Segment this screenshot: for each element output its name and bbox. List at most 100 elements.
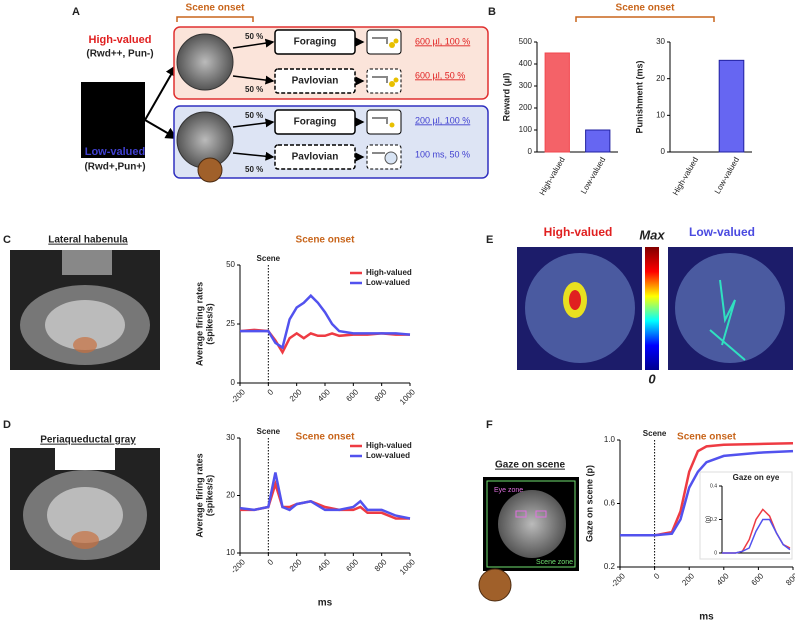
x-tick-label: 200 (288, 387, 304, 403)
y-tick-label: 50 (226, 260, 235, 269)
panel-label: A (72, 6, 80, 18)
probability: 50 % (245, 32, 263, 41)
y-axis-label: Average firing rates (194, 282, 204, 366)
x-tick-label: 0 (266, 557, 276, 567)
y-tick-label: 1.0 (604, 435, 616, 444)
y-tick-label: 0.6 (604, 499, 616, 508)
x-tick-label: 0 (266, 387, 276, 397)
y-tick-label: 0 (661, 147, 666, 156)
x-tick-label: -200 (609, 571, 627, 589)
colorbar (645, 247, 659, 370)
face-image (176, 33, 234, 91)
x-tick-label: Low-valued (579, 156, 607, 196)
x-tick-label: 1000 (398, 387, 417, 406)
outcome-icons (366, 29, 402, 170)
x-tick-label: 800 (784, 571, 795, 587)
task-label: Foraging (294, 37, 337, 48)
y-tick-label: 300 (519, 81, 533, 90)
task-label: Pavlovian (292, 76, 339, 87)
legend-label: High-valued (366, 441, 412, 450)
high-sub: (Rwd++, Pun-) (86, 49, 153, 60)
x-tick-label: 800 (373, 387, 389, 403)
x-tick-label: 800 (373, 557, 389, 573)
chart-title: Scene onset (296, 432, 356, 443)
y-axis-label: Gaze on scene (p) (584, 465, 594, 542)
bracket (575, 16, 715, 22)
x-tick-label: 200 (288, 557, 304, 573)
x-tick-label: 0 (652, 571, 662, 581)
task-diagram: Scene onset High-valued (Rwd++, Pun-) Lo… (81, 3, 489, 183)
x-tick-label: 400 (316, 557, 332, 573)
heatmap-title: High-valued (544, 225, 613, 239)
y-tick-label: 30 (656, 37, 665, 46)
y-axis-label: (spikes/s) (204, 475, 214, 517)
mri-image (10, 448, 160, 570)
outcome: 200 µl, 100 % (415, 115, 470, 125)
onset-label: Scene (257, 254, 281, 263)
y-tick-label: 10 (226, 548, 235, 557)
y-tick-label: 20 (656, 74, 665, 83)
x-tick-label: Low-valued (713, 156, 741, 196)
task-label: Pavlovian (292, 152, 339, 163)
heatmap-title: Low-valued (689, 225, 755, 239)
x-tick-label: 200 (680, 571, 696, 587)
y-tick-label: 0.2 (604, 562, 616, 571)
legend-label: High-valued (366, 268, 412, 277)
image-title: Periaqueductal gray (40, 435, 136, 446)
onset-label: Scene (643, 429, 667, 438)
x-tick-label: 600 (344, 387, 360, 403)
arrow (144, 119, 178, 140)
probability: 50 % (245, 165, 263, 174)
y-tick-label: 100 (519, 125, 533, 134)
image-title: Gaze on scene (495, 460, 565, 471)
task-label: Foraging (294, 117, 337, 128)
bar (585, 129, 611, 153)
panel-label: E (486, 234, 493, 246)
colorbar-max: Max (639, 227, 665, 242)
y-tick-label: 30 (226, 433, 235, 442)
heatmap (517, 247, 793, 370)
y-tick-label: 0 (714, 550, 717, 556)
series-line (240, 479, 410, 520)
x-tick-label: High-valued (671, 156, 700, 197)
panel-label: D (3, 419, 11, 431)
outcome: 100 ms, 50 % (415, 149, 470, 159)
chart-title: Scene onset (677, 432, 737, 443)
x-tick-label: -200 (229, 387, 247, 405)
outcome: 600 µl, 50 % (415, 70, 465, 80)
y-tick-label: 400 (519, 59, 533, 68)
mri-image (10, 250, 160, 370)
chart-title: Gaze on eye (733, 473, 780, 482)
arrow (144, 64, 177, 121)
y-tick-label: 200 (519, 103, 533, 112)
colorbar-min: 0 (648, 371, 656, 386)
task-box (274, 29, 356, 55)
low-sub: (Rwd+,Pun+) (84, 162, 145, 173)
x-tick-label: 600 (344, 557, 360, 573)
y-tick-label: 0.4 (710, 483, 717, 489)
x-axis-label: ms (699, 612, 714, 623)
y-tick-label: 0 (231, 378, 236, 387)
x-tick-label: 600 (749, 571, 765, 587)
y-axis-label: (p) (706, 516, 712, 523)
outcome: 600 µl, 100 % (415, 36, 470, 46)
probability: 50 % (245, 85, 263, 94)
high-label: High-valued (89, 34, 152, 46)
x-tick-label: 400 (715, 571, 731, 587)
series-line (239, 472, 411, 520)
series-line (722, 518, 791, 554)
x-tick-label: High-valued (538, 156, 567, 197)
task-box (274, 109, 356, 135)
y-tick-label: 20 (226, 491, 235, 500)
x-tick-label: 400 (316, 387, 332, 403)
y-axis-label: Punishment (ms) (634, 60, 644, 133)
y-axis-label: (spikes/s) (204, 303, 214, 345)
zone-label: Scene zone (536, 559, 573, 566)
bracket (176, 16, 254, 22)
task-box (274, 144, 356, 170)
legend-label: Low-valued (366, 278, 410, 287)
fixation-screen (81, 82, 145, 158)
probability: 50 % (245, 111, 263, 120)
onset-label: Scene onset (616, 3, 676, 14)
